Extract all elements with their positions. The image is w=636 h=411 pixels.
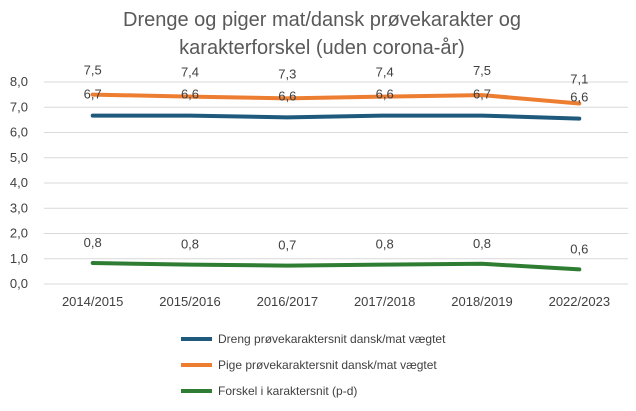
data-label: 0,6 <box>570 241 588 256</box>
x-tick-label: 2015/2016 <box>159 294 220 309</box>
legend-label: Forskel i karaktersnit (p-d) <box>218 384 357 398</box>
data-label: 7,3 <box>278 66 296 81</box>
x-tick-label: 2016/2017 <box>257 294 318 309</box>
x-axis-ticks: 2014/2015 2015/2016 2016/2017 2017/2018 2018… <box>62 294 610 309</box>
data-label: 7,4 <box>181 65 199 80</box>
y-tick-label: 0,0 <box>10 276 28 291</box>
series-line-1 <box>90 113 582 121</box>
y-tick-label: 8,0 <box>10 74 28 89</box>
series-line-3 <box>90 261 582 272</box>
x-tick-label: 2017/2018 <box>354 294 415 309</box>
data-label: 0,8 <box>84 235 102 250</box>
y-axis-ticks: 0,0 1,0 2,0 3,0 4,0 5,0 6,0 7,0 8,0 <box>10 74 28 291</box>
data-label: 6,6 <box>278 88 296 103</box>
y-tick-label: 6,0 <box>10 125 28 140</box>
data-labels: 6,7 6,6 6,6 6,6 6,7 6,6 7,5 7,4 7,3 7,4 7,5 7,1 0,8 0… <box>84 63 589 257</box>
series-line-2 <box>90 92 582 106</box>
data-label: 0,7 <box>278 238 296 253</box>
gridlines <box>44 81 628 285</box>
legend: Dreng prøvekaraktersnit dansk/mat vægtet… <box>181 332 446 398</box>
data-label: 6,6 <box>181 87 199 102</box>
y-tick-label: 7,0 <box>10 99 28 114</box>
x-tick-label: 2018/2019 <box>451 294 512 309</box>
data-label: 7,1 <box>570 71 588 86</box>
y-tick-label: 4,0 <box>10 175 28 190</box>
data-label: 6,7 <box>473 87 491 102</box>
data-label: 7,5 <box>84 63 102 78</box>
data-label: 0,8 <box>181 237 199 252</box>
data-label: 7,5 <box>473 63 491 78</box>
y-tick-label: 3,0 <box>10 200 28 215</box>
data-label: 6,6 <box>376 87 394 102</box>
data-label: 6,7 <box>84 87 102 102</box>
chart-title-line-1: Drenge og piger mat/dansk prøvekarakter … <box>123 9 521 31</box>
data-label: 6,6 <box>570 90 588 105</box>
y-tick-label: 1,0 <box>10 251 28 266</box>
x-tick-label: 2014/2015 <box>62 294 123 309</box>
chart-title-line-2: karakterforskel (uden corona-år) <box>179 37 465 59</box>
legend-label: Pige prøvekaraktersnit dansk/mat vægtet <box>218 358 437 372</box>
legend-label: Dreng prøvekaraktersnit dansk/mat vægtet <box>218 332 446 346</box>
y-tick-label: 2,0 <box>10 226 28 241</box>
data-label: 0,8 <box>473 236 491 251</box>
x-tick-label: 2022/2023 <box>549 294 610 309</box>
series-lines <box>90 92 582 272</box>
data-label: 0,8 <box>376 237 394 252</box>
data-label: 7,4 <box>376 65 394 80</box>
y-tick-label: 5,0 <box>10 150 28 165</box>
